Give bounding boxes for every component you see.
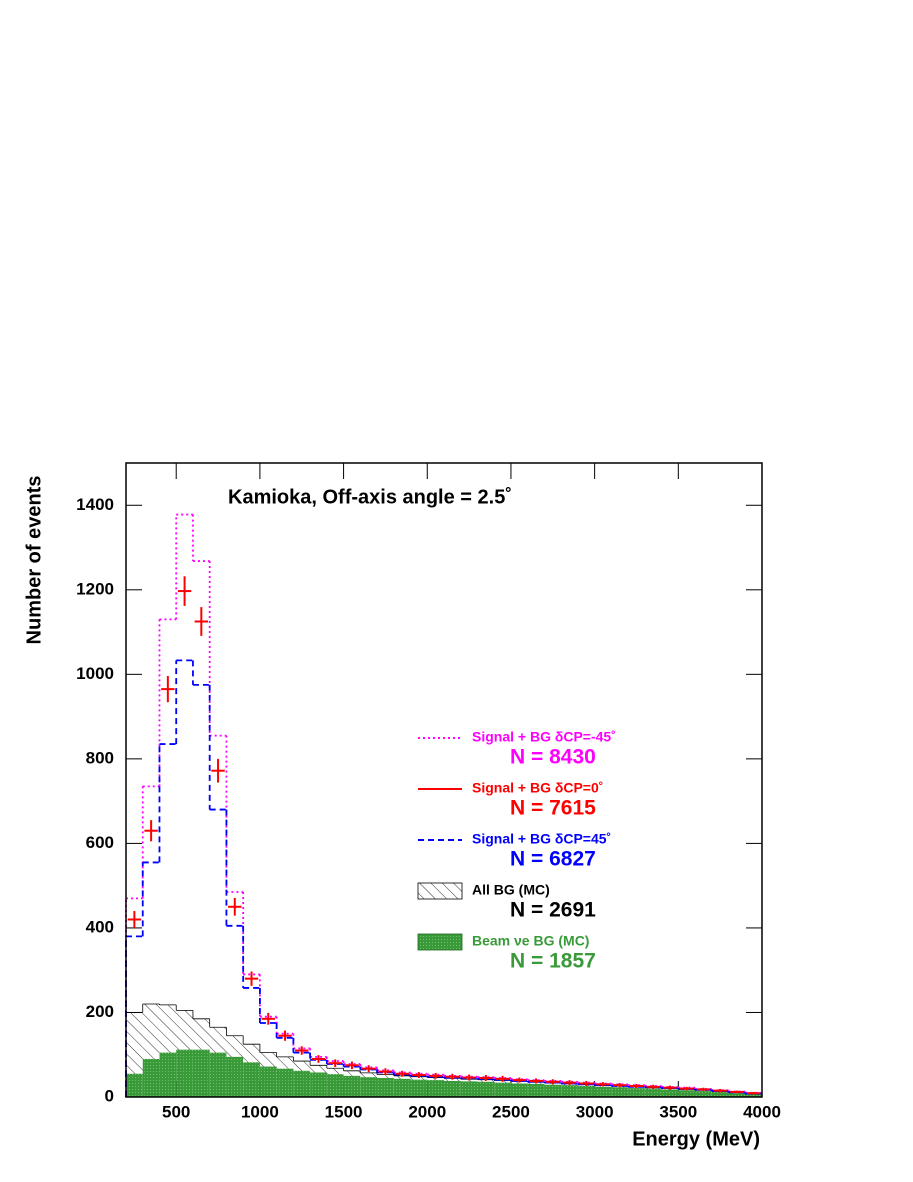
legend-label: Signal + BG δCP=45˚ bbox=[472, 831, 611, 847]
x-tick-label: 3000 bbox=[576, 1102, 614, 1121]
x-tick-label: 2000 bbox=[408, 1102, 446, 1121]
y-tick-label: 1400 bbox=[76, 495, 114, 514]
x-tick-label: 3500 bbox=[659, 1102, 697, 1121]
x-tick-label: 4000 bbox=[743, 1102, 781, 1121]
bin bbox=[561, 1085, 578, 1097]
bin bbox=[644, 1088, 662, 1097]
bin bbox=[460, 1081, 478, 1097]
bin bbox=[427, 1080, 444, 1097]
bin bbox=[477, 1081, 495, 1097]
bin bbox=[661, 1089, 679, 1097]
bin bbox=[276, 1068, 294, 1097]
legend-label: Signal + BG δCP=-45˚ bbox=[472, 729, 616, 745]
bin bbox=[628, 1088, 645, 1097]
legend-label: All BG (MC) bbox=[472, 882, 550, 898]
bin bbox=[527, 1083, 545, 1097]
x-tick-label: 500 bbox=[162, 1102, 190, 1121]
y-tick-label: 600 bbox=[86, 833, 114, 852]
legend-label: Beam νe BG (MC) bbox=[472, 933, 589, 949]
legend-count: N = 2691 bbox=[510, 899, 596, 922]
bin bbox=[209, 1052, 227, 1097]
bin bbox=[711, 1091, 729, 1097]
bin bbox=[126, 1073, 143, 1097]
bin bbox=[678, 1090, 696, 1097]
bin bbox=[343, 1075, 361, 1097]
bin bbox=[142, 1058, 160, 1097]
bin bbox=[377, 1077, 394, 1097]
legend-count: N = 6827 bbox=[510, 848, 596, 871]
bin bbox=[159, 1052, 177, 1097]
y-tick-label: 800 bbox=[86, 748, 114, 767]
x-tick-label: 1500 bbox=[325, 1102, 363, 1121]
legend-count: N = 8430 bbox=[510, 746, 596, 769]
x-axis-label: Energy (MeV) bbox=[632, 1128, 760, 1150]
bin bbox=[259, 1066, 277, 1097]
bin bbox=[444, 1080, 461, 1097]
bin bbox=[310, 1072, 327, 1097]
bin bbox=[695, 1091, 712, 1097]
y-tick-label: 1200 bbox=[76, 579, 114, 598]
bin bbox=[226, 1056, 244, 1097]
bin bbox=[243, 1062, 260, 1097]
bin bbox=[192, 1049, 210, 1097]
bin bbox=[594, 1086, 612, 1097]
plot-frame bbox=[125, 462, 763, 1098]
legend-swatch bbox=[417, 882, 463, 900]
bin bbox=[494, 1082, 511, 1097]
legend-label: Signal + BG δCP=0˚ bbox=[472, 780, 603, 796]
x-tick-label: 2500 bbox=[492, 1102, 530, 1121]
bin bbox=[577, 1086, 595, 1097]
x-tick-label: 1000 bbox=[241, 1102, 279, 1121]
legend-count: N = 1857 bbox=[510, 950, 596, 973]
legend-swatch bbox=[417, 933, 463, 951]
bin bbox=[326, 1074, 344, 1097]
legend-count: N = 7615 bbox=[510, 797, 596, 820]
bin bbox=[745, 1094, 762, 1097]
bin bbox=[293, 1070, 311, 1097]
y-tick-label: 200 bbox=[86, 1002, 114, 1021]
bin bbox=[360, 1077, 378, 1097]
bin bbox=[393, 1078, 411, 1097]
bin bbox=[544, 1084, 562, 1097]
chart-title: Kamioka, Off-axis angle = 2.5˚ bbox=[228, 485, 512, 508]
y-tick-label: 400 bbox=[86, 917, 114, 936]
bin bbox=[510, 1083, 528, 1097]
bin bbox=[728, 1093, 746, 1097]
y-tick-label: 1000 bbox=[76, 664, 114, 683]
bin bbox=[410, 1079, 428, 1097]
bin bbox=[176, 1049, 193, 1097]
y-axis-label: Number of events bbox=[23, 476, 45, 645]
bin bbox=[611, 1087, 629, 1097]
y-tick-label: 0 bbox=[105, 1086, 114, 1105]
